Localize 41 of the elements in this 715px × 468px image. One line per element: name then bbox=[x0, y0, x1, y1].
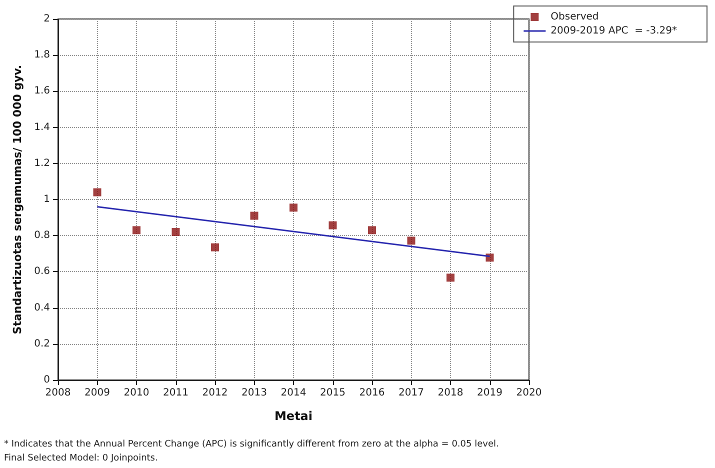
text: * Indicates that the Annual Percent Change (APC) is significantly different from zero at the alpha = 0.05 level. bbox=[4, 440, 499, 450]
x-tick-label: 2010 bbox=[124, 388, 150, 398]
x-tick-label: 2017 bbox=[398, 388, 424, 398]
point bbox=[446, 274, 454, 282]
x-tick-label: 2015 bbox=[320, 388, 346, 398]
x-axis-title: Metai bbox=[274, 409, 313, 423]
point bbox=[368, 226, 376, 234]
y-tick-label: 0.6 bbox=[34, 266, 50, 278]
x-tick-label: 2016 bbox=[359, 388, 385, 398]
y-tick-label: 1 bbox=[44, 194, 50, 205]
legend-label: 2009-2019 APC = -3.29* bbox=[550, 26, 677, 36]
y-tick-label: 0 bbox=[44, 374, 50, 386]
x-tick-label: 2008 bbox=[45, 388, 71, 398]
y-tick-label: 1.2 bbox=[34, 158, 50, 169]
x-tick-label: 2009 bbox=[84, 388, 110, 398]
point bbox=[407, 236, 416, 245]
point bbox=[290, 204, 298, 212]
x-tick-label: 2019 bbox=[477, 388, 502, 398]
point bbox=[211, 243, 219, 252]
x-tick-label: 2011 bbox=[163, 388, 188, 398]
y-tick-label: 1.8 bbox=[34, 50, 50, 61]
point bbox=[486, 254, 494, 262]
point bbox=[250, 212, 258, 220]
x-tick-label: 2013 bbox=[242, 388, 267, 398]
point bbox=[328, 221, 337, 230]
y-tick-label: 1.4 bbox=[34, 122, 50, 133]
text: Final Selected Model: 0 Joinpoints. bbox=[4, 454, 158, 464]
x-tick-label: 2020 bbox=[516, 388, 542, 398]
point bbox=[172, 228, 180, 236]
point bbox=[132, 226, 140, 234]
x-tick-label: 2014 bbox=[280, 388, 306, 398]
legend-label: Observed bbox=[550, 12, 599, 22]
y-axis-title: Standartizuotas sergamumas/ 100 000 gyv. bbox=[11, 64, 24, 334]
x-tick-label: 2018 bbox=[438, 388, 464, 398]
y-tick-label: 2 bbox=[44, 14, 50, 24]
y-tick-label: 0.8 bbox=[34, 230, 50, 242]
y-tick-label: 0.4 bbox=[34, 302, 50, 314]
point bbox=[93, 188, 102, 196]
x-tick-label: 2012 bbox=[202, 388, 228, 398]
y-tick-label: 1.6 bbox=[34, 86, 50, 97]
y-tick-label: 0.2 bbox=[34, 338, 50, 350]
